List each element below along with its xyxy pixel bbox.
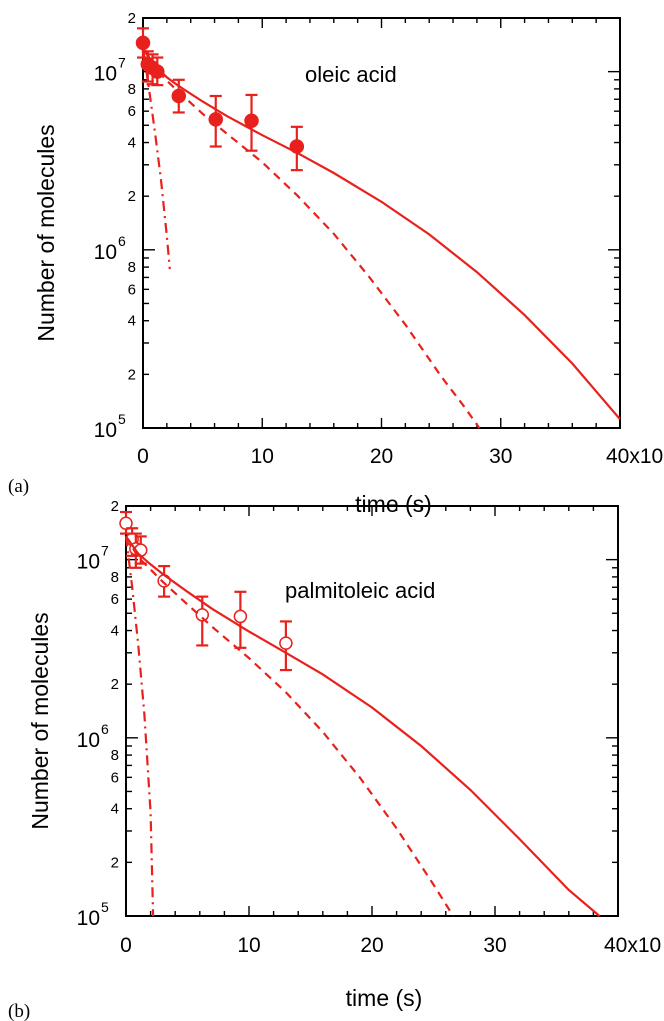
y-tick-label: 10: [77, 907, 100, 930]
y-tick-exponent: 5: [118, 411, 126, 427]
chart-panel-a: 010203040x103105246810624681072oleic aci…: [8, 10, 663, 517]
y-tick-label: 10: [94, 419, 117, 442]
data-point: [195, 608, 210, 622]
chart-annotation: oleic acid: [305, 62, 397, 87]
plot-frame: [125, 505, 619, 917]
y-minor-tick-label: 6: [128, 103, 136, 120]
curve-dashdot: [124, 536, 155, 917]
data-point: [171, 88, 187, 104]
x-tick-label: 30: [483, 934, 506, 957]
data-point: [119, 516, 133, 531]
y-minor-tick-label: 2: [111, 854, 119, 871]
y-tick-exponent: 5: [101, 899, 109, 915]
y-minor-tick-label: 4: [111, 801, 119, 818]
y-minor-tick-label: 6: [111, 591, 119, 608]
y-tick-label: 10: [94, 63, 117, 86]
y-tick-label: 10: [94, 241, 117, 264]
x-axis-title: time (s): [346, 985, 423, 1011]
y-minor-tick-label: 4: [128, 135, 136, 152]
y-minor-tick-label: 4: [111, 623, 119, 640]
y-minor-tick-label: 2: [128, 366, 136, 383]
x-tick-label: 20: [360, 934, 383, 957]
x-tick-label: 0: [120, 934, 132, 957]
y-tick-exponent: 7: [118, 55, 126, 71]
x-tick-label: 0: [137, 445, 149, 468]
y-minor-tick-label: 2: [128, 10, 136, 27]
data-point: [244, 113, 259, 129]
y-minor-tick-label: 6: [128, 281, 136, 298]
y-minor-tick-label: 2: [111, 676, 119, 693]
chart-panel-b: 010203040x103105246810624681072palmitole…: [8, 498, 661, 1021]
y-tick-exponent: 6: [101, 721, 109, 737]
y-tick-label: 10: [77, 551, 100, 574]
y-minor-tick-label: 8: [128, 81, 136, 98]
data-point: [135, 35, 151, 51]
x-tick-label: 40x10: [606, 445, 663, 468]
x-tick-label: 20: [370, 445, 393, 468]
panel-label: (b): [8, 1001, 30, 1021]
y-minor-tick-label: 8: [128, 259, 136, 276]
curve-dashed: [125, 535, 455, 917]
y-axis-title: Number of molecules: [27, 612, 53, 829]
x-tick-label: 40x10: [604, 934, 661, 957]
curve-solid: [142, 47, 621, 420]
y-axis-title: Number of molecules: [33, 124, 59, 341]
panel-label: (a): [8, 476, 29, 497]
y-tick-label: 10: [77, 729, 100, 752]
x-tick-label: 10: [251, 445, 274, 468]
y-tick-exponent: 7: [101, 543, 109, 559]
curve-solid: [125, 535, 601, 917]
y-minor-tick-label: 2: [128, 188, 136, 205]
data-point: [233, 609, 248, 624]
data-point: [279, 636, 293, 650]
curve-dashed: [142, 47, 481, 429]
y-minor-tick-label: 8: [111, 569, 119, 586]
chart-annotation: palmitoleic acid: [285, 578, 435, 603]
y-tick-exponent: 6: [118, 233, 126, 249]
x-tick-label: 10: [237, 934, 260, 957]
y-minor-tick-label: 8: [111, 747, 119, 764]
y-minor-tick-label: 6: [111, 769, 119, 786]
x-axis-title: time (s): [355, 491, 432, 517]
x-tick-label: 30: [489, 445, 512, 468]
y-minor-tick-label: 4: [128, 313, 136, 330]
y-minor-tick-label: 2: [111, 498, 119, 515]
